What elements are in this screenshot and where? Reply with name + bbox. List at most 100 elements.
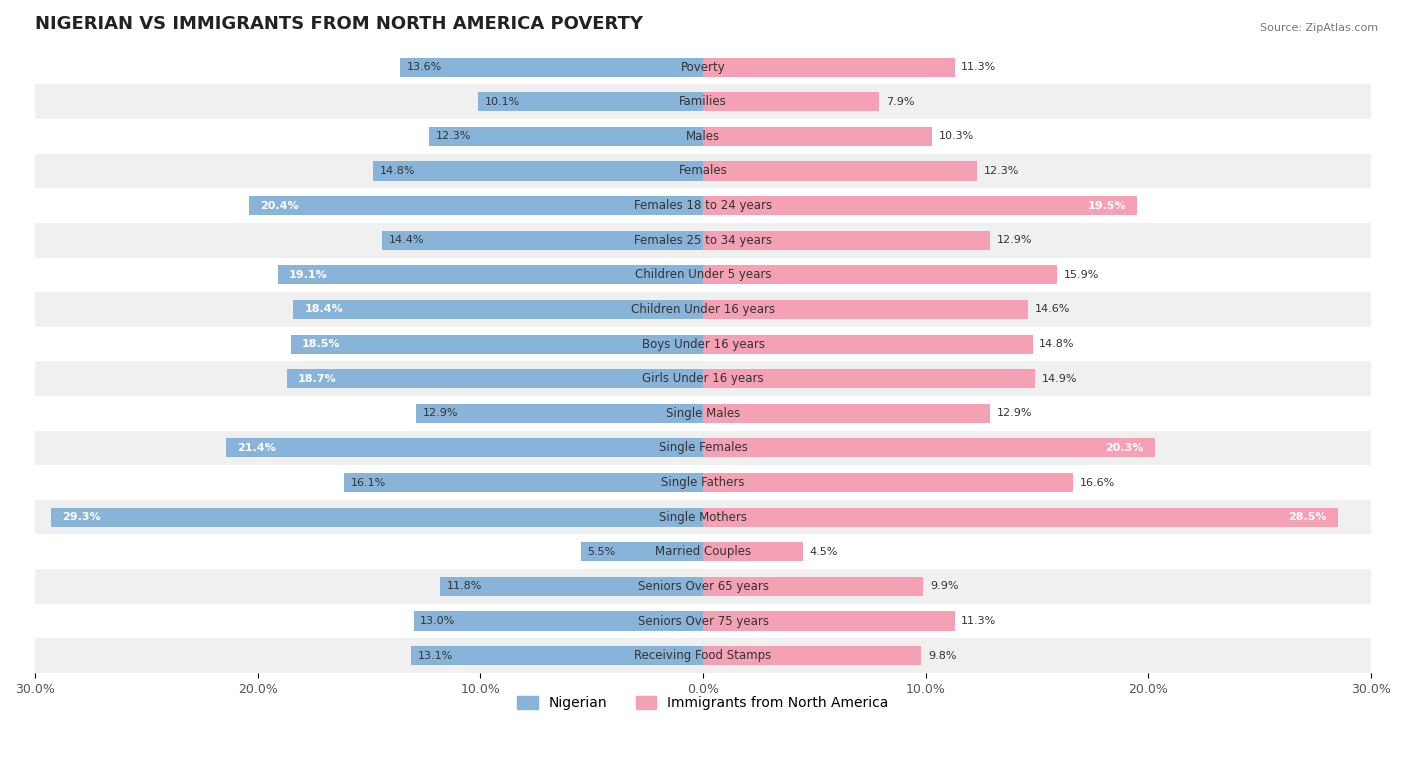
- Bar: [35, 603, 1371, 638]
- Bar: [249, 196, 703, 215]
- Bar: [703, 58, 955, 77]
- Text: 20.3%: 20.3%: [1105, 443, 1144, 453]
- Bar: [412, 646, 703, 665]
- Bar: [703, 473, 1073, 492]
- Bar: [35, 188, 1371, 223]
- Text: 15.9%: 15.9%: [1064, 270, 1099, 280]
- Text: Married Couples: Married Couples: [655, 545, 751, 559]
- Text: Poverty: Poverty: [681, 61, 725, 74]
- Text: 14.8%: 14.8%: [1039, 339, 1074, 349]
- Bar: [703, 161, 977, 180]
- Text: 10.1%: 10.1%: [485, 97, 520, 107]
- Bar: [374, 161, 703, 180]
- Bar: [35, 500, 1371, 534]
- Bar: [703, 92, 879, 111]
- Bar: [35, 327, 1371, 362]
- Bar: [35, 154, 1371, 188]
- Text: Families: Families: [679, 96, 727, 108]
- Text: 13.0%: 13.0%: [420, 616, 456, 626]
- Bar: [703, 265, 1057, 284]
- Text: 21.4%: 21.4%: [238, 443, 277, 453]
- Legend: Nigerian, Immigrants from North America: Nigerian, Immigrants from North America: [512, 691, 894, 716]
- Text: 9.9%: 9.9%: [931, 581, 959, 591]
- Text: 13.1%: 13.1%: [418, 650, 453, 661]
- Bar: [703, 404, 990, 423]
- Bar: [35, 362, 1371, 396]
- Bar: [277, 265, 703, 284]
- Bar: [703, 369, 1035, 388]
- Bar: [287, 369, 703, 388]
- Text: 9.8%: 9.8%: [928, 650, 956, 661]
- Text: Females 18 to 24 years: Females 18 to 24 years: [634, 199, 772, 212]
- Bar: [429, 127, 703, 146]
- Bar: [703, 196, 1137, 215]
- Text: 14.4%: 14.4%: [389, 235, 425, 246]
- Text: 18.5%: 18.5%: [302, 339, 340, 349]
- Bar: [35, 84, 1371, 119]
- Bar: [703, 577, 924, 596]
- Text: 12.9%: 12.9%: [422, 409, 458, 418]
- Text: 12.9%: 12.9%: [997, 409, 1032, 418]
- Text: Boys Under 16 years: Boys Under 16 years: [641, 337, 765, 350]
- Text: Females: Females: [679, 164, 727, 177]
- Bar: [35, 292, 1371, 327]
- Text: 12.9%: 12.9%: [997, 235, 1032, 246]
- Bar: [703, 612, 955, 631]
- Text: 14.8%: 14.8%: [380, 166, 416, 176]
- Bar: [291, 334, 703, 353]
- Bar: [703, 508, 1337, 527]
- Bar: [703, 334, 1032, 353]
- Bar: [344, 473, 703, 492]
- Text: Single Fathers: Single Fathers: [661, 476, 745, 489]
- Text: NIGERIAN VS IMMIGRANTS FROM NORTH AMERICA POVERTY: NIGERIAN VS IMMIGRANTS FROM NORTH AMERIC…: [35, 15, 643, 33]
- Bar: [226, 438, 703, 457]
- Text: 19.5%: 19.5%: [1087, 201, 1126, 211]
- Bar: [35, 50, 1371, 84]
- Text: 12.3%: 12.3%: [984, 166, 1019, 176]
- Text: Single Mothers: Single Mothers: [659, 511, 747, 524]
- Bar: [35, 534, 1371, 569]
- Text: Children Under 16 years: Children Under 16 years: [631, 303, 775, 316]
- Bar: [401, 58, 703, 77]
- Text: Males: Males: [686, 130, 720, 143]
- Text: 14.6%: 14.6%: [1035, 305, 1070, 315]
- Text: 28.5%: 28.5%: [1288, 512, 1326, 522]
- Text: Single Females: Single Females: [658, 441, 748, 455]
- Text: Females 25 to 34 years: Females 25 to 34 years: [634, 233, 772, 246]
- Bar: [703, 300, 1028, 319]
- Bar: [35, 119, 1371, 154]
- Bar: [382, 230, 703, 249]
- Text: Source: ZipAtlas.com: Source: ZipAtlas.com: [1260, 23, 1378, 33]
- Text: 12.3%: 12.3%: [436, 131, 471, 142]
- Text: 10.3%: 10.3%: [939, 131, 974, 142]
- Text: 18.4%: 18.4%: [304, 305, 343, 315]
- Text: 16.6%: 16.6%: [1080, 478, 1115, 487]
- Bar: [416, 404, 703, 423]
- Text: Seniors Over 75 years: Seniors Over 75 years: [637, 615, 769, 628]
- Bar: [703, 127, 932, 146]
- Bar: [35, 223, 1371, 258]
- Text: Single Males: Single Males: [666, 407, 740, 420]
- Bar: [51, 508, 703, 527]
- Text: 16.1%: 16.1%: [352, 478, 387, 487]
- Bar: [703, 438, 1156, 457]
- Bar: [703, 230, 990, 249]
- Bar: [35, 396, 1371, 431]
- Bar: [703, 646, 921, 665]
- Bar: [35, 258, 1371, 292]
- Text: 4.5%: 4.5%: [810, 547, 838, 557]
- Text: 14.9%: 14.9%: [1042, 374, 1077, 384]
- Bar: [581, 542, 703, 561]
- Text: 11.8%: 11.8%: [447, 581, 482, 591]
- Bar: [294, 300, 703, 319]
- Text: 11.3%: 11.3%: [962, 616, 997, 626]
- Text: 20.4%: 20.4%: [260, 201, 298, 211]
- Bar: [35, 638, 1371, 673]
- Text: Girls Under 16 years: Girls Under 16 years: [643, 372, 763, 385]
- Text: 19.1%: 19.1%: [288, 270, 328, 280]
- Text: Receiving Food Stamps: Receiving Food Stamps: [634, 649, 772, 662]
- Text: 7.9%: 7.9%: [886, 97, 914, 107]
- Text: Children Under 5 years: Children Under 5 years: [634, 268, 772, 281]
- Text: 5.5%: 5.5%: [588, 547, 616, 557]
- Bar: [35, 465, 1371, 500]
